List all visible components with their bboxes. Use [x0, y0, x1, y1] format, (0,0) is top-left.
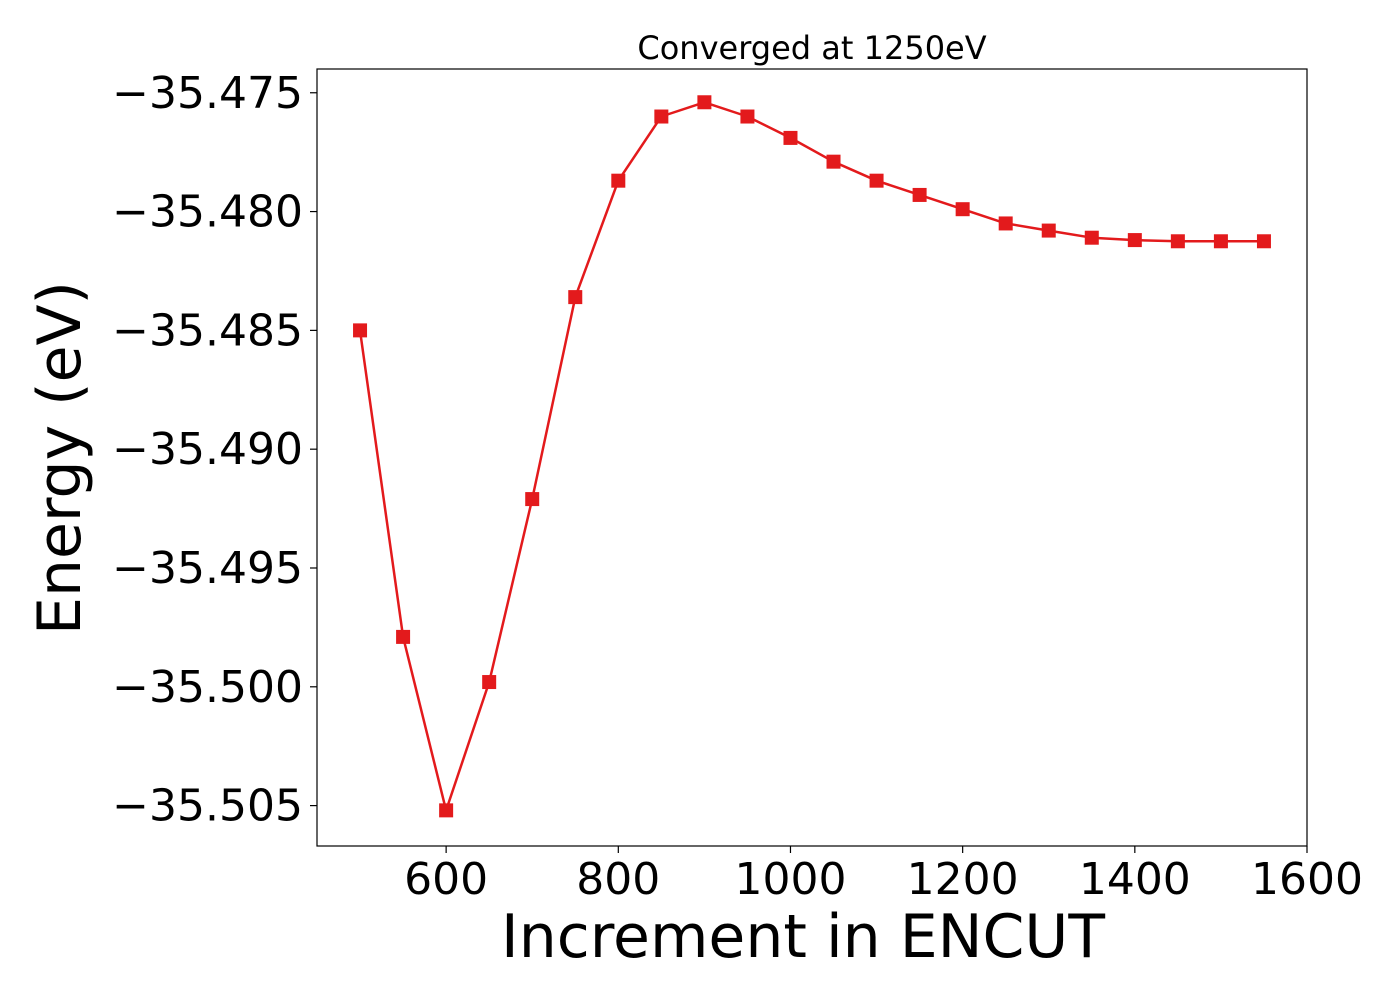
x-axis: 600 800 1000 1200 1400 1600	[404, 846, 1363, 905]
chart-title: Converged at 1250eV	[637, 29, 986, 67]
y-axis: −35.475 −35.480 −35.485 −35.490 −35.495 −35.5…	[112, 68, 317, 832]
y-tick-label: −35.485	[112, 305, 303, 356]
data-point-marker	[912, 187, 927, 202]
data-point-marker	[396, 629, 411, 644]
y-axis-label: Energy (eV)	[25, 281, 95, 635]
x-axis-label: Increment in ENCUT	[501, 902, 1105, 972]
x-tick-label: 1400	[1079, 854, 1191, 905]
plot-area-frame	[316, 68, 1308, 847]
data-point-marker	[1127, 233, 1142, 248]
data-point-marker	[654, 109, 669, 124]
data-point-marker	[826, 154, 841, 169]
x-tick-label: 800	[576, 854, 660, 905]
x-tick-label: 1600	[1251, 854, 1363, 905]
data-point-marker	[568, 290, 583, 305]
data-point-marker	[1084, 230, 1099, 245]
data-point-marker	[783, 130, 798, 145]
y-tick-label: −35.500	[112, 662, 303, 713]
data-point-marker	[1213, 234, 1228, 249]
x-tick-label: 1200	[907, 854, 1019, 905]
data-point-marker	[1041, 223, 1056, 238]
data-point-marker	[998, 216, 1013, 231]
data-point-marker	[439, 803, 454, 818]
data-point-marker	[1170, 234, 1185, 249]
data-point-marker	[525, 492, 540, 507]
y-tick-label: −35.505	[112, 781, 303, 832]
x-tick-label: 600	[404, 854, 488, 905]
x-tick-label: 1000	[734, 854, 846, 905]
data-point-marker	[697, 95, 712, 110]
data-point-marker	[482, 675, 497, 690]
y-tick-label: −35.490	[112, 424, 303, 475]
y-tick-label: −35.480	[112, 187, 303, 238]
data-point-marker	[740, 109, 755, 124]
series-layer	[353, 95, 1271, 818]
data-point-marker	[869, 173, 884, 188]
data-point-marker	[353, 323, 368, 338]
data-point-marker	[955, 202, 970, 217]
y-tick-label: −35.495	[112, 543, 303, 594]
y-tick-label: −35.475	[112, 68, 303, 119]
data-point-marker	[1256, 234, 1271, 249]
data-point-marker	[611, 173, 626, 188]
series-line	[358, 101, 1264, 812]
